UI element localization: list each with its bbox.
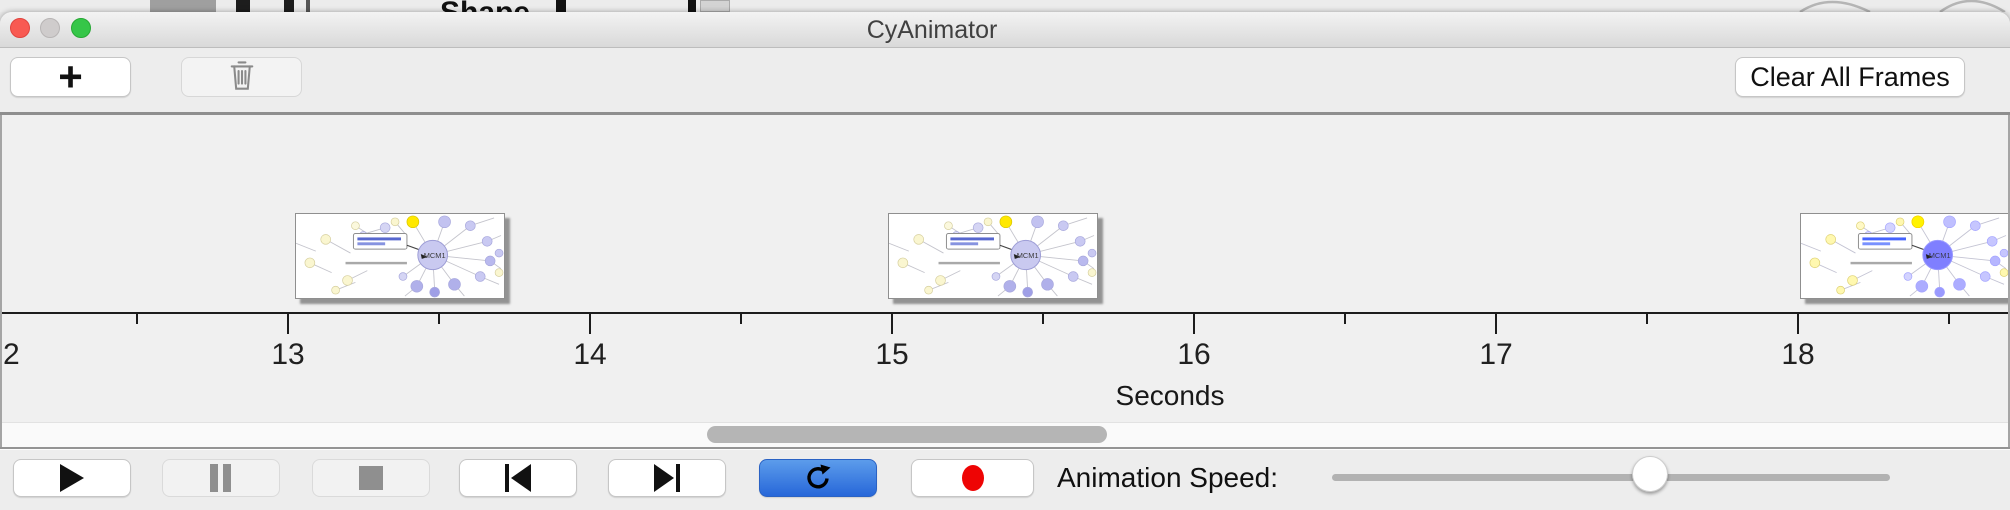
ruler-tick [1193, 314, 1195, 334]
ruler-tick [1948, 314, 1950, 324]
stop-button[interactable] [312, 459, 430, 497]
add-frame-button[interactable]: + [10, 53, 131, 100]
trash-icon [228, 59, 256, 96]
play-icon [60, 464, 84, 492]
toolbar-separator [0, 112, 2010, 115]
skip-to-start-icon [505, 464, 531, 492]
ruler-tick [1797, 314, 1799, 334]
loop-icon [807, 464, 831, 489]
record-icon [961, 465, 984, 491]
ruler-tick-label: 16 [1177, 338, 1211, 371]
ruler-tick-label: 17 [1479, 338, 1513, 371]
cyanimator-window: CyAnimator + Clear All Frames [0, 12, 2010, 510]
ruler-tick [438, 314, 440, 324]
timeline-scrollbar[interactable] [2, 422, 2008, 447]
zoom-button[interactable] [71, 18, 91, 38]
timeline-panel[interactable]: 12 13 14 15 16 17 18 Seconds [0, 115, 2010, 447]
animation-speed-label: Animation Speed: [1057, 462, 1279, 493]
ruler-tick [1646, 314, 1648, 324]
pause-icon [210, 464, 231, 492]
ruler-tick-label: 18 [1781, 338, 1815, 371]
speed-slider-thumb[interactable] [1632, 456, 1668, 492]
network-thumbnail-image [889, 214, 1097, 298]
ruler-tick [891, 314, 893, 334]
loop-button[interactable] [759, 459, 877, 497]
frame-toolbar: + Clear All Frames [0, 48, 2010, 112]
skip-to-start-button[interactable] [459, 459, 577, 497]
ruler-tick [1344, 314, 1346, 324]
minimize-button[interactable] [40, 18, 60, 38]
record-button[interactable] [911, 459, 1034, 497]
background-fragment [556, 0, 566, 12]
ruler-tick-label: 15 [875, 338, 909, 371]
clear-all-frames-button[interactable]: Clear All Frames [1735, 57, 1965, 97]
skip-to-end-icon [654, 464, 680, 492]
background-fragment [688, 0, 696, 12]
background-fragment [700, 0, 730, 12]
title-bar[interactable]: CyAnimator [0, 12, 2010, 48]
skip-to-end-button[interactable] [608, 459, 726, 497]
window-title: CyAnimator [866, 16, 998, 44]
network-thumbnail-image [296, 214, 504, 298]
frame-thumbnail[interactable] [1800, 213, 2009, 299]
background-fragment [150, 0, 216, 12]
close-button[interactable] [10, 18, 30, 38]
ruler-tick-label: 13 [271, 338, 305, 371]
background-fragment [284, 0, 294, 12]
scrollbar-thumb[interactable] [707, 426, 1107, 443]
frame-thumbnail[interactable] [295, 213, 505, 299]
ruler-tick [1495, 314, 1497, 334]
frame-thumbnail[interactable] [888, 213, 1098, 299]
ruler-tick-label: 14 [573, 338, 607, 371]
background-fragment [236, 0, 250, 12]
ruler-tick [1042, 314, 1044, 324]
ruler-tick [589, 314, 591, 334]
ruler-baseline [2, 312, 2008, 314]
pause-button[interactable] [162, 459, 280, 497]
background-fragment [306, 0, 310, 12]
ruler-tick-label: 12 [2, 338, 20, 371]
speed-slider-track[interactable] [1332, 474, 1890, 481]
background-network-edges [1799, 0, 2006, 12]
ruler-tick [740, 314, 742, 324]
ruler-unit-label: Seconds [1115, 380, 1225, 411]
play-button[interactable] [13, 459, 131, 497]
playback-controls: Animation Speed: [0, 450, 2010, 510]
stop-icon [359, 466, 383, 490]
network-thumbnail-image [1801, 214, 2009, 298]
ruler-tick [287, 314, 289, 334]
background-app-strip: Shape [0, 0, 2010, 12]
background-partial-text: Shape [440, 0, 530, 12]
plus-icon: + [58, 53, 83, 100]
ruler-tick [136, 314, 138, 324]
delete-frame-button[interactable] [181, 57, 302, 97]
controls-separator [0, 447, 2010, 450]
